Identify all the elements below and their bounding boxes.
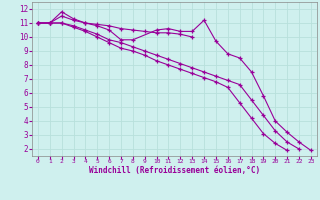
X-axis label: Windchill (Refroidissement éolien,°C): Windchill (Refroidissement éolien,°C) — [89, 166, 260, 175]
